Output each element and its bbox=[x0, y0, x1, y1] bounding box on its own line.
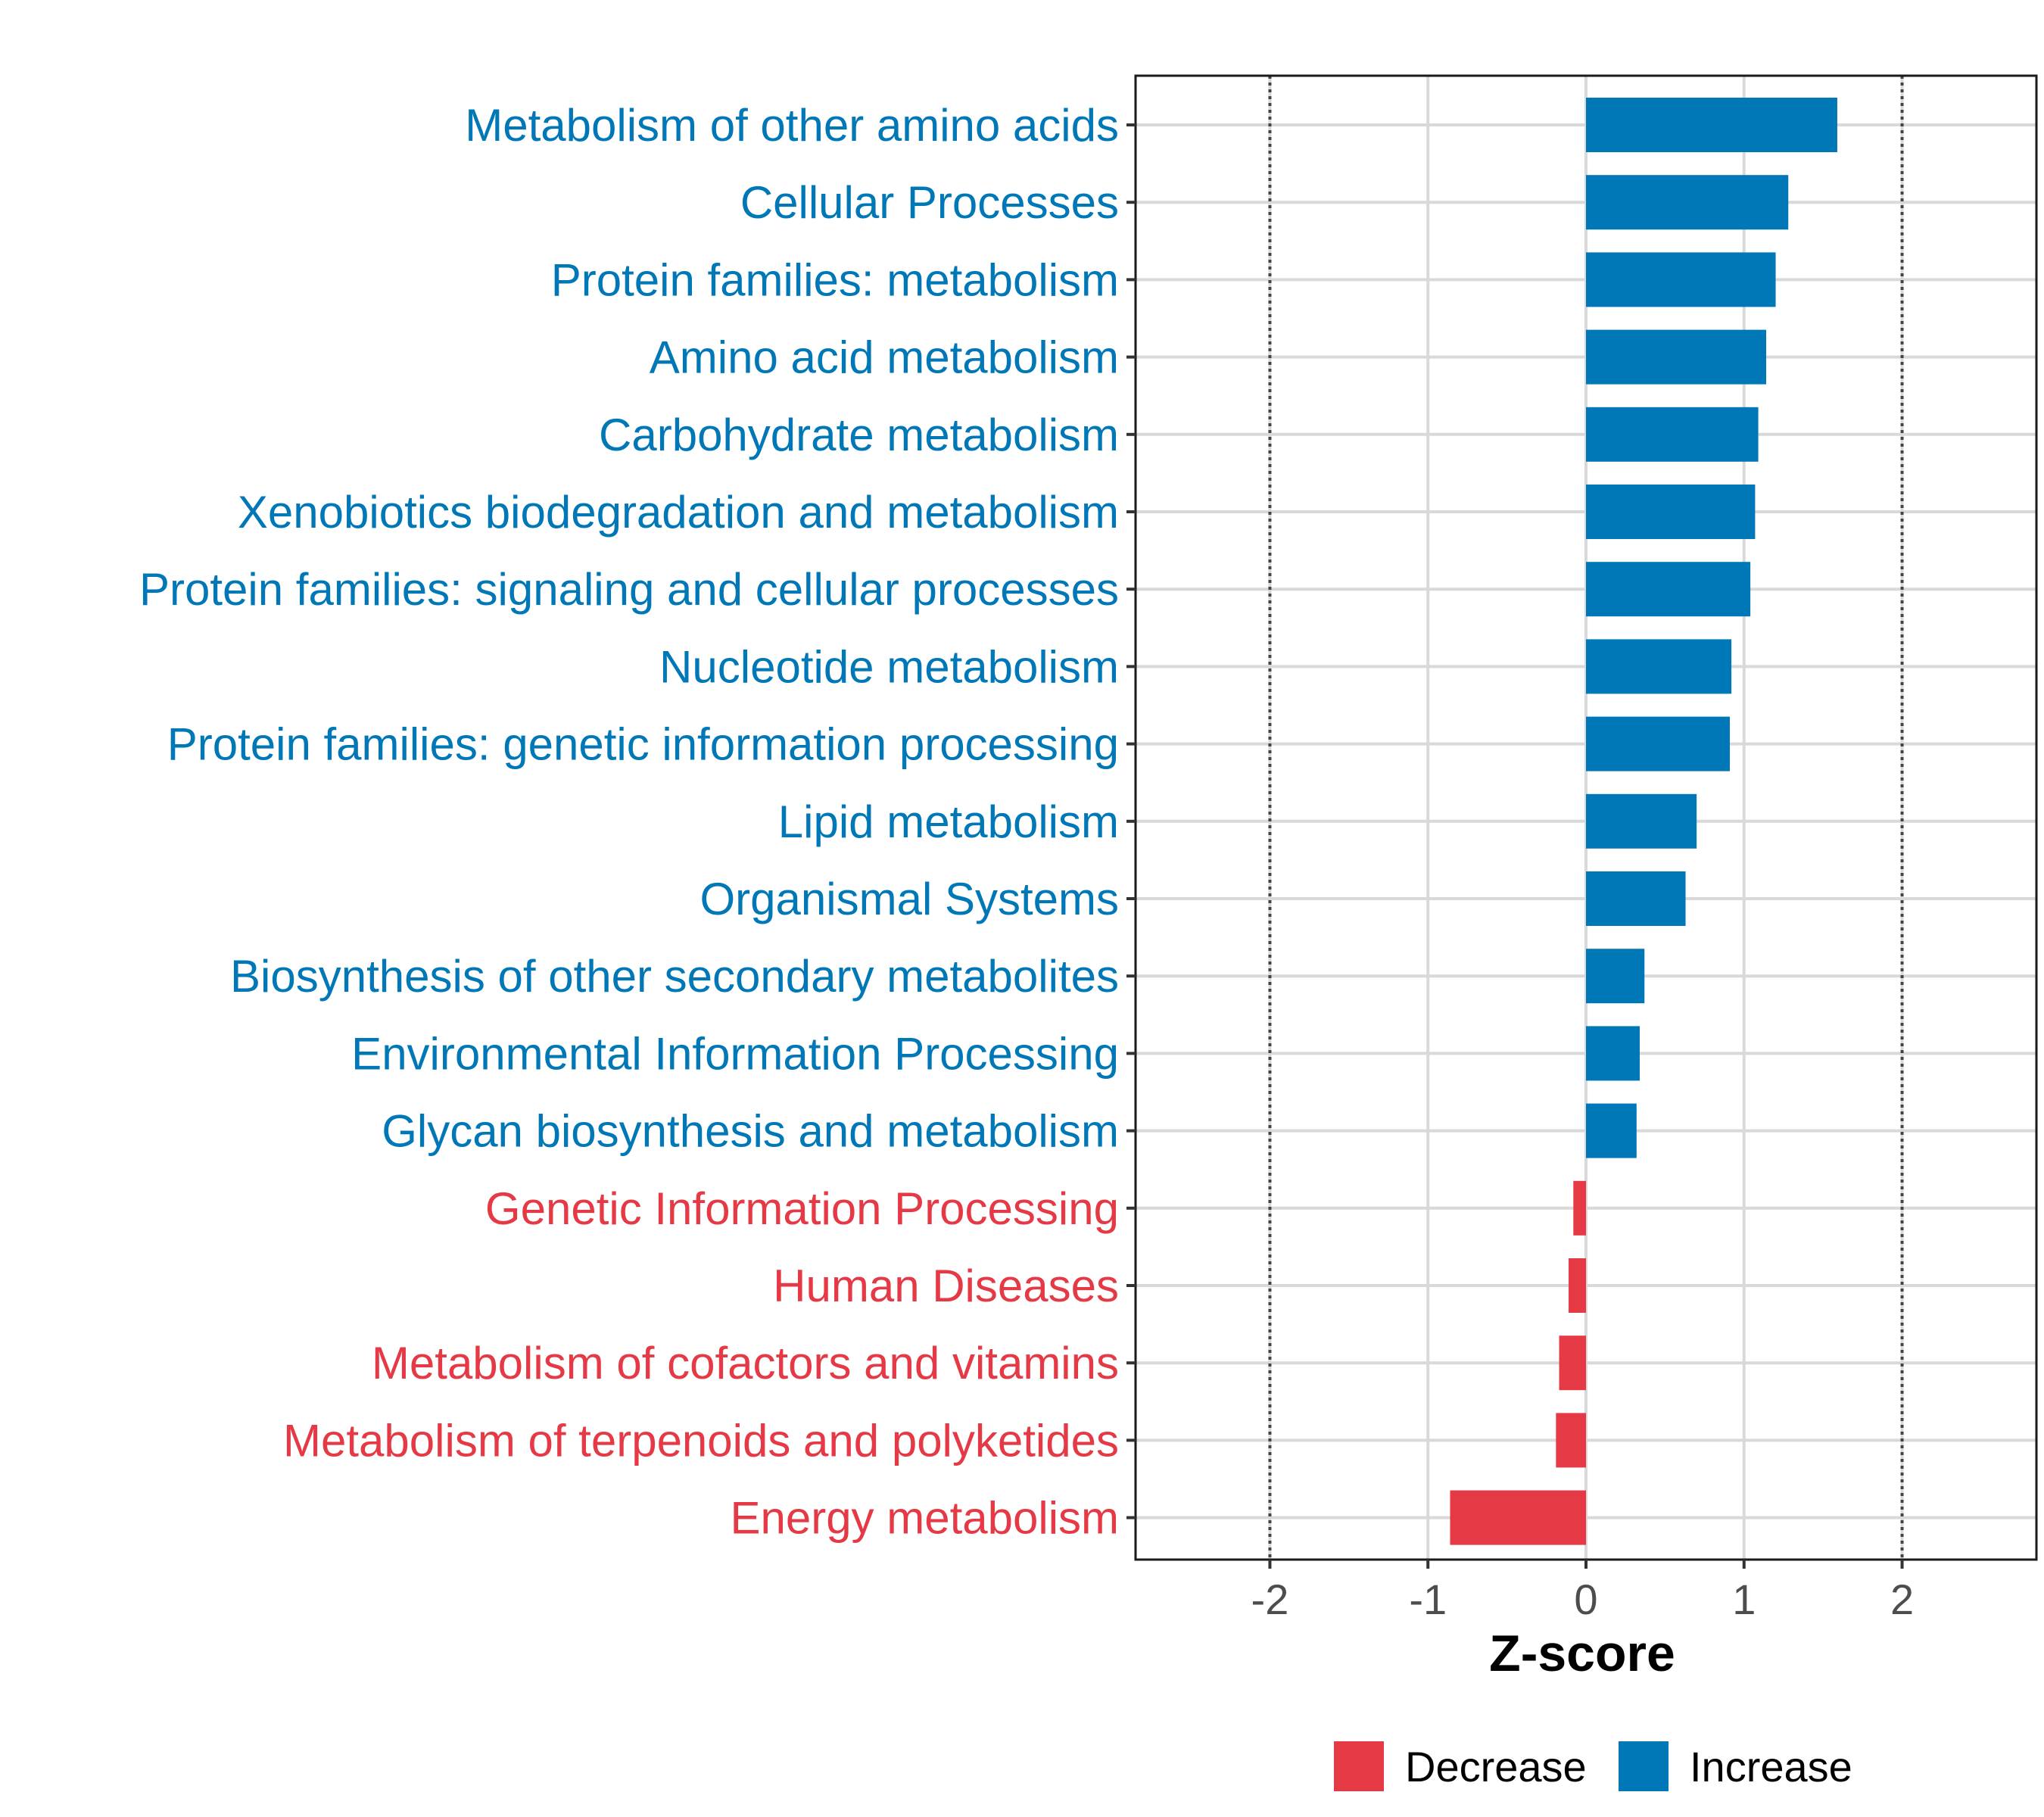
category-label: Glycan biosynthesis and metabolism bbox=[382, 1106, 1119, 1157]
category-label: Biosynthesis of other secondary metaboli… bbox=[230, 951, 1119, 1002]
y-axis: Metabolism of other amino acids Cellular … bbox=[139, 100, 1136, 1544]
bar bbox=[1569, 1258, 1586, 1313]
bar bbox=[1586, 949, 1645, 1004]
category-label: Genetic Information Processing bbox=[485, 1183, 1119, 1234]
category-label: Environmental Information Processing bbox=[351, 1028, 1119, 1079]
legend-swatch bbox=[1619, 1741, 1669, 1791]
x-axis-title: Z-score bbox=[1489, 1625, 1675, 1682]
category-label: Metabolism of other amino acids bbox=[465, 100, 1119, 151]
legend-swatch bbox=[1334, 1741, 1384, 1791]
category-label: Xenobiotics biodegradation and metabolis… bbox=[238, 487, 1119, 538]
bar bbox=[1556, 1413, 1586, 1468]
category-label: Lipid metabolism bbox=[778, 796, 1119, 847]
bar bbox=[1573, 1180, 1586, 1236]
category-label: Protein families: genetic information pr… bbox=[167, 719, 1119, 770]
bar bbox=[1586, 716, 1730, 771]
legend-label: Decrease bbox=[1405, 1743, 1587, 1791]
category-label: Organismal Systems bbox=[700, 874, 1119, 924]
bar bbox=[1586, 329, 1766, 385]
category-label: Metabolism of terpenoids and polyketides bbox=[283, 1415, 1119, 1466]
category-label: Carbohydrate metabolism bbox=[599, 410, 1119, 460]
reference-lines bbox=[1268, 76, 1904, 1560]
category-label: Protein families: signaling and cellular… bbox=[139, 564, 1119, 615]
category-label: Protein families: metabolism bbox=[551, 254, 1119, 305]
bar bbox=[1559, 1335, 1586, 1391]
category-label: Human Diseases bbox=[773, 1261, 1119, 1311]
bar bbox=[1586, 252, 1776, 307]
bars bbox=[1450, 98, 1837, 1545]
bar bbox=[1586, 485, 1756, 539]
x-tick-label: 2 bbox=[1890, 1575, 1914, 1623]
category-label: Cellular Processes bbox=[740, 177, 1119, 228]
bar bbox=[1450, 1490, 1586, 1545]
x-tick-label: -2 bbox=[1251, 1575, 1289, 1623]
bar bbox=[1586, 175, 1789, 230]
legend-label: Increase bbox=[1690, 1743, 1852, 1791]
x-axis: -2 -1 0 1 2 bbox=[1251, 1560, 1914, 1623]
bar bbox=[1586, 98, 1837, 152]
bar bbox=[1586, 871, 1686, 926]
bar bbox=[1586, 1026, 1640, 1081]
bar bbox=[1586, 407, 1759, 462]
category-label: Amino acid metabolism bbox=[650, 332, 1119, 383]
category-label: Nucleotide metabolism bbox=[659, 641, 1119, 692]
bar bbox=[1586, 1103, 1637, 1158]
category-label: Energy metabolism bbox=[730, 1493, 1119, 1544]
x-tick-label: -1 bbox=[1409, 1575, 1447, 1623]
bar bbox=[1586, 793, 1697, 849]
x-tick-label: 0 bbox=[1574, 1575, 1597, 1623]
legend: Decrease Increase bbox=[1334, 1741, 1852, 1791]
bar bbox=[1586, 562, 1751, 617]
bar bbox=[1586, 639, 1732, 694]
category-label: Metabolism of cofactors and vitamins bbox=[372, 1338, 1119, 1388]
x-tick-label: 1 bbox=[1732, 1575, 1756, 1623]
